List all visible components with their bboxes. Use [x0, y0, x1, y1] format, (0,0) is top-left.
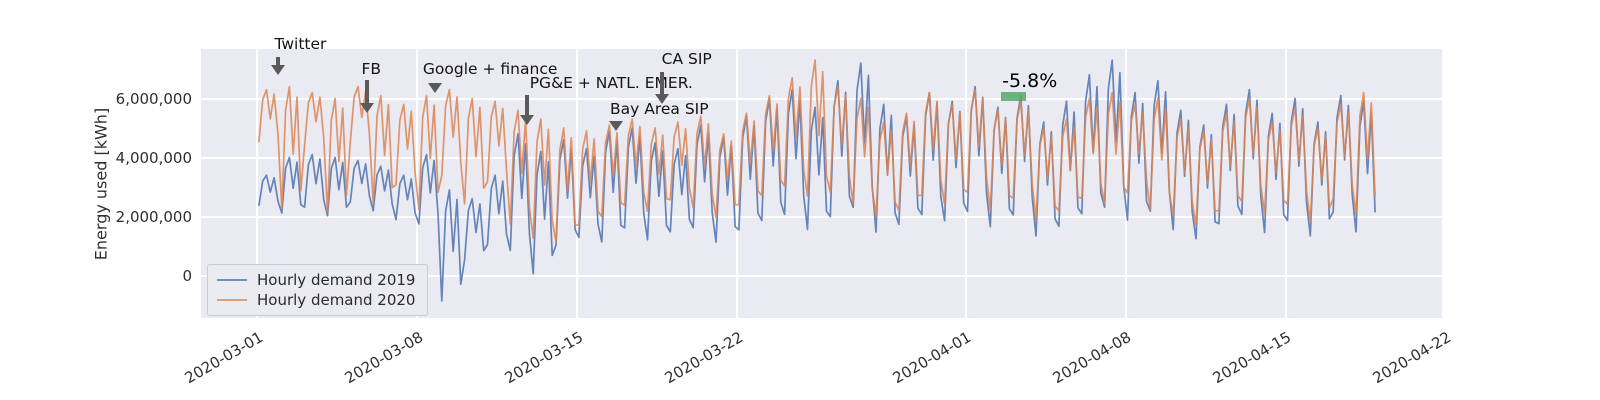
annotation-arrow-head [654, 94, 669, 105]
horizontal-gridline [201, 215, 1442, 218]
annotation-label: Twitter [274, 35, 327, 53]
y-axis-label: Energy used [kWh] [91, 107, 111, 261]
annotation-arrow-stem [659, 72, 664, 96]
y-tick-label: 4,000,000 [115, 148, 192, 167]
vertical-gridline [1284, 49, 1287, 318]
x-tick-label: 2020-04-22 [1370, 328, 1455, 388]
vertical-gridline [575, 49, 578, 318]
legend-label-2019: Hourly demand 2019 [257, 271, 416, 289]
annotation-arrow-head [608, 120, 623, 131]
x-tick-label: 2020-04-01 [890, 328, 975, 388]
annotation-arrow-head [270, 64, 285, 75]
y-tick-label: 0 [182, 266, 192, 285]
horizontal-gridline [201, 156, 1442, 159]
y-tick-label: 2,000,000 [115, 207, 192, 226]
vertical-gridline [735, 49, 738, 318]
x-tick-label: 2020-04-15 [1210, 328, 1295, 388]
series-plot-svg [258, 59, 1376, 302]
annotation-label: FB [361, 60, 382, 78]
vertical-gridline [964, 49, 967, 318]
annotation-label: CA SIP [661, 50, 712, 68]
legend-line-swatch-2019 [217, 278, 247, 282]
x-tick-label: 2020-03-08 [341, 328, 426, 388]
series-line-2020 [258, 59, 1376, 243]
legend-label-2020: Hourly demand 2020 [257, 291, 416, 309]
legend-line-swatch-2020 [217, 298, 247, 302]
x-tick-label: 2020-03-15 [501, 328, 586, 388]
annotation-label: PG&E + NATL. EMER. [529, 74, 693, 92]
vertical-gridline [1124, 49, 1127, 318]
highlight-rect [1000, 92, 1027, 101]
annotation-arrow-stem [524, 95, 529, 117]
annotation-label: Bay Area SIP [609, 100, 709, 118]
y-tick-label: 6,000,000 [115, 89, 192, 108]
plot-area: Hourly demand 2019 Hourly demand 2020 [201, 49, 1442, 318]
legend: Hourly demand 2019 Hourly demand 2020 [207, 264, 429, 316]
annotation-arrow-head [428, 82, 443, 93]
annotation-label: Google + finance [422, 60, 558, 78]
highlight-label: -5.8% [1002, 70, 1058, 92]
annotation-arrow-head [519, 115, 534, 126]
horizontal-gridline [201, 274, 1442, 277]
vertical-gridline [256, 49, 258, 318]
legend-item-2019: Hourly demand 2019 [217, 270, 415, 290]
annotation-arrow-stem [275, 56, 280, 66]
annotation-arrow-head [359, 103, 374, 114]
annotation-arrow-stem [364, 80, 369, 105]
legend-item-2020: Hourly demand 2020 [217, 290, 415, 310]
x-tick-label: 2020-03-01 [181, 328, 266, 388]
x-tick-label: 2020-04-08 [1050, 328, 1135, 388]
x-tick-label: 2020-03-22 [661, 328, 746, 388]
